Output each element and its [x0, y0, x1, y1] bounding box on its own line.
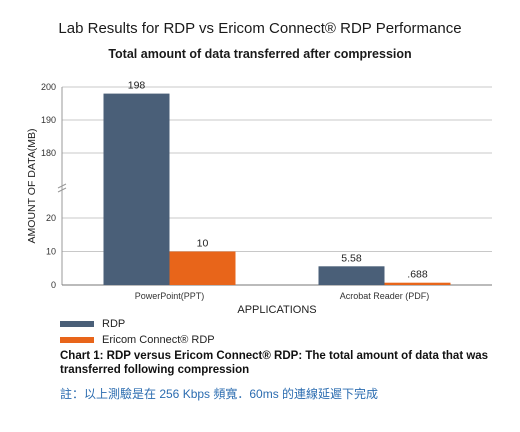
- legend-label-rdp: RDP: [102, 318, 126, 330]
- bar-rdp: [103, 93, 170, 285]
- data-label: 198: [128, 80, 146, 92]
- y-tick-label: 10: [46, 247, 56, 257]
- y-tick-label: 180: [41, 148, 56, 158]
- y-tick-label: 190: [41, 115, 56, 125]
- data-label: 10: [197, 238, 209, 250]
- bar-ericom: [384, 282, 451, 285]
- test-condition-note: 註：以上測驗是在 256 Kbps 頻寬．60ms 的連線延遲下完成: [60, 387, 379, 401]
- data-label: .688: [407, 269, 428, 281]
- legend-item-ericom: Ericom Connect® RDP: [60, 334, 215, 346]
- axis-break-mark: [57, 183, 67, 189]
- bar-rdp: [318, 266, 385, 285]
- legend-item-rdp: RDP: [60, 318, 125, 330]
- chart-subtitle: Total amount of data transferred after c…: [108, 47, 412, 61]
- y-tick-label: 0: [51, 280, 56, 290]
- y-axis-title: AMOUNT OF DATA(MB): [26, 129, 38, 244]
- x-tick-label: PowerPoint(PPT): [135, 291, 205, 301]
- x-tick-label: Acrobat Reader (PDF): [340, 291, 430, 301]
- legend-swatch-ericom: [60, 337, 94, 343]
- y-tick-label: 20: [46, 213, 56, 223]
- legend-swatch-rdp: [60, 321, 94, 327]
- axis-break-mark: [57, 187, 67, 193]
- bar-chart: 0 10 20 180 190 200 198 10 PowerPoint(PPT) 5.58 .6…: [26, 80, 492, 316]
- chart-title: Lab Results for RDP vs Ericom Connect® R…: [58, 20, 462, 37]
- legend-label-ericom: Ericom Connect® RDP: [102, 334, 215, 346]
- y-tick-label: 200: [41, 82, 56, 92]
- x-axis-title: APPLICATIONS: [237, 304, 316, 316]
- chart-caption: Chart 1: RDP versus Ericom Connect® RDP:…: [60, 350, 489, 376]
- bar-ericom: [169, 251, 236, 285]
- data-label: 5.58: [341, 252, 362, 264]
